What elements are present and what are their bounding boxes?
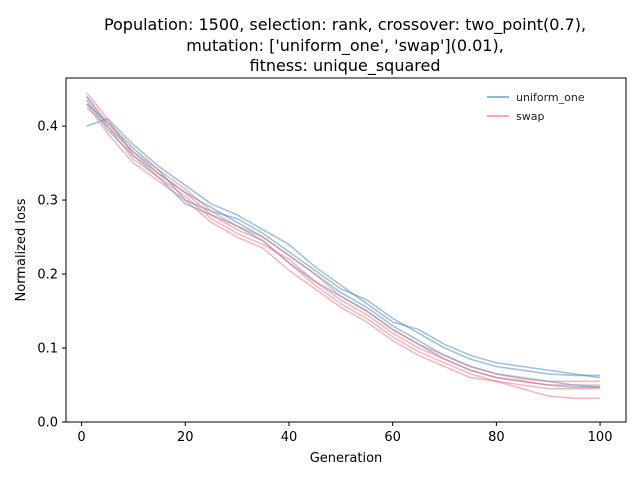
- chart-title-line-3: fitness: unique_squared: [249, 56, 440, 76]
- series-line-swap-5: [86, 107, 601, 386]
- y-tick-label: 0.4: [37, 120, 58, 135]
- x-tick-label: 60: [384, 430, 401, 445]
- legend: uniform_one swap: [487, 91, 585, 123]
- plot-frame: [65, 77, 627, 423]
- series-line-uniform-one-3: [86, 99, 601, 389]
- legend-label-swap: swap: [516, 110, 544, 123]
- series-line-uniform-one-2: [86, 117, 601, 379]
- x-tick-label: 40: [281, 430, 298, 445]
- chart-title-line-1: Population: 1500, selection: rank, cross…: [104, 15, 586, 35]
- y-tick-label: 0.2: [37, 268, 58, 283]
- series-line-swap-6: [86, 103, 601, 390]
- x-tick-label: 100: [588, 430, 613, 445]
- x-tick-label: 0: [77, 430, 85, 445]
- x-tick-label: 20: [177, 430, 194, 445]
- chart-title-line-2: mutation: ['uniform_one', 'swap'](0.01),: [186, 36, 504, 56]
- y-tick-label: 0.0: [37, 416, 58, 431]
- x-tick-label: 80: [488, 430, 505, 445]
- y-tick-label: 0.1: [37, 342, 58, 357]
- series-line-swap-7: [86, 95, 601, 383]
- y-tick-label: 0.3: [37, 194, 58, 209]
- x-axis-label: Generation: [310, 451, 383, 466]
- legend-label-uniform-one: uniform_one: [516, 91, 585, 104]
- y-axis: 0.0 0.1 0.2 0.3 0.4: [37, 120, 66, 431]
- series-layer: [86, 92, 601, 400]
- chart-title: Population: 1500, selection: rank, cross…: [104, 15, 586, 76]
- x-axis: 0 20 40 60 80 100: [77, 422, 612, 445]
- y-axis-label: Normalized loss: [14, 198, 29, 301]
- series-line-uniform-one-1: [86, 96, 601, 388]
- series-line-swap-4: [86, 92, 601, 400]
- series-line-uniform-one-0: [86, 103, 601, 377]
